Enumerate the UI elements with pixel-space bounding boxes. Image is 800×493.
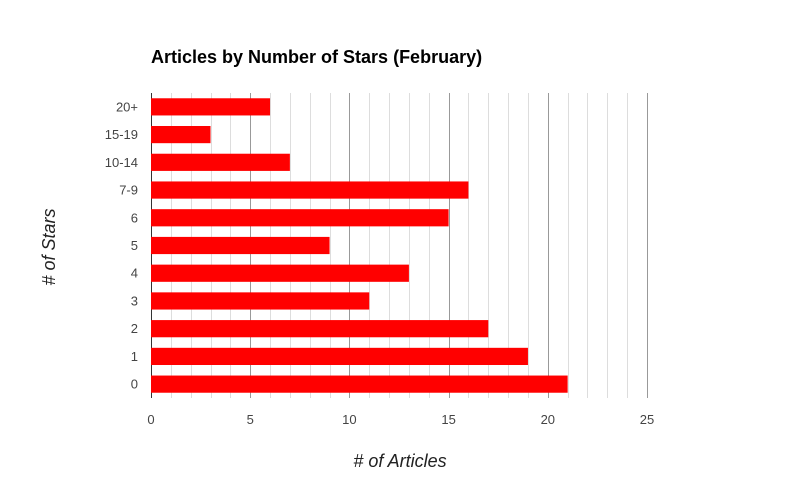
y-tick-label: 10-14: [105, 155, 138, 170]
bar-15-19: [151, 125, 211, 144]
bar-10-14: [151, 153, 290, 171]
y-tick-label: 0: [131, 377, 138, 392]
y-tick-label: 15-19: [105, 127, 138, 142]
bar-3: [151, 292, 370, 310]
y-tick-label: 2: [131, 321, 138, 336]
x-tick-label: 25: [640, 412, 654, 427]
gridlines: [151, 93, 648, 398]
x-tick-label: 15: [441, 412, 455, 427]
x-axis-title: # of Articles: [353, 451, 446, 471]
bars: [151, 98, 568, 393]
x-tick-labels: 0 5 10 15 20 25: [147, 412, 654, 427]
bar-1: [151, 347, 528, 366]
y-tick-label: 6: [131, 210, 138, 225]
y-tick-label: 5: [131, 238, 138, 253]
y-axis-title: # of Stars: [39, 208, 59, 285]
bar-20+: [151, 98, 271, 116]
bar-7-9: [151, 181, 469, 199]
y-tick-label: 1: [131, 349, 138, 364]
y-tick-label: 4: [131, 266, 138, 281]
bar-2: [151, 320, 489, 338]
chart-title: Articles by Number of Stars (February): [151, 47, 482, 67]
y-tick-labels: 20+ 15-19 10-14 7-9 6 5 4 3 2 1 0: [105, 99, 138, 391]
x-tick-label: 20: [541, 412, 555, 427]
bar-0: [151, 375, 568, 393]
x-tick-label: 5: [247, 412, 254, 427]
bar-4: [151, 264, 409, 282]
x-tick-label: 0: [147, 412, 154, 427]
y-tick-label: 20+: [116, 99, 138, 114]
x-tick-label: 10: [342, 412, 356, 427]
y-tick-label: 7-9: [119, 183, 138, 198]
bar-5: [151, 236, 330, 255]
bar-6: [151, 209, 449, 227]
y-tick-label: 3: [131, 293, 138, 308]
